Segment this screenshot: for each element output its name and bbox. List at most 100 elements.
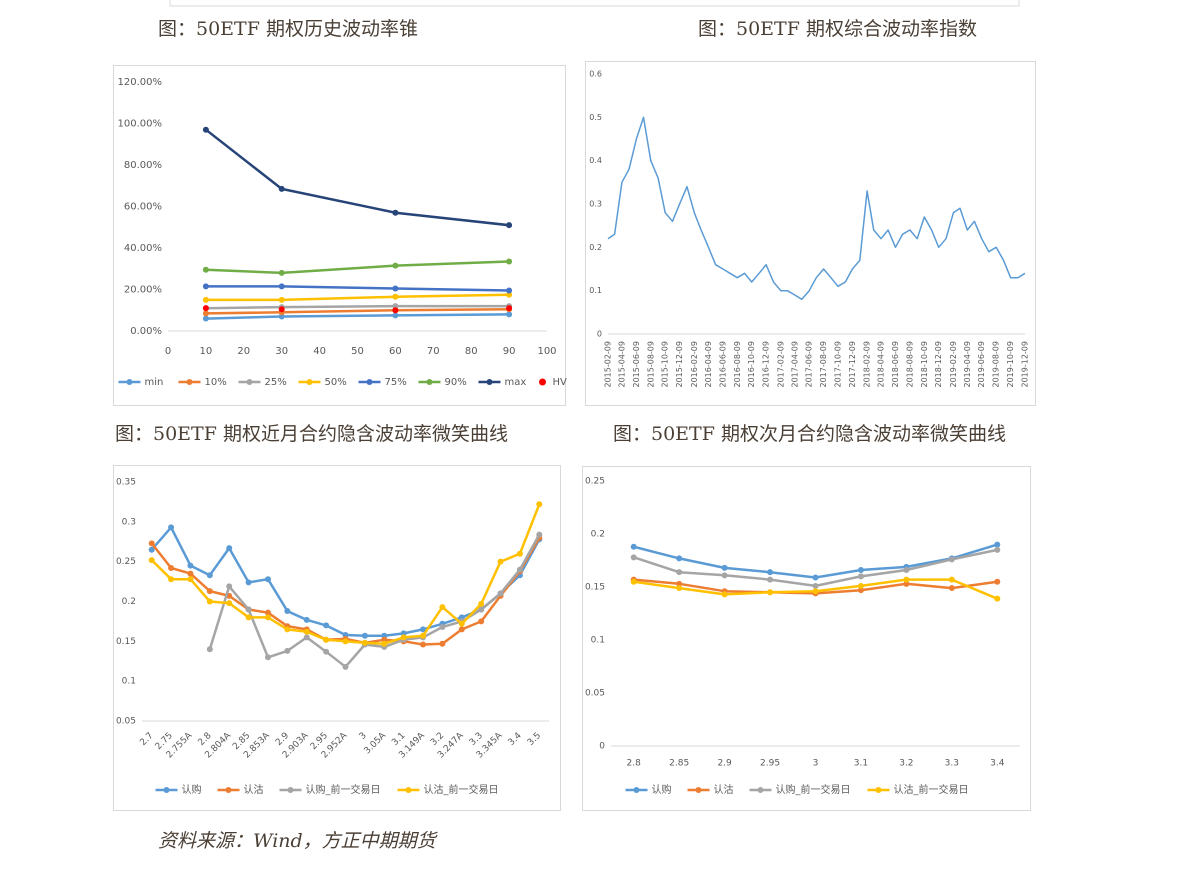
x-tick-label: 2015-04-09 bbox=[617, 341, 626, 388]
legend-marker bbox=[366, 379, 373, 385]
data-point bbox=[148, 557, 155, 564]
data-point bbox=[245, 606, 252, 613]
data-point bbox=[506, 222, 513, 229]
data-point bbox=[506, 305, 513, 312]
legend-marker bbox=[695, 787, 702, 793]
data-point bbox=[536, 501, 543, 508]
figure-caption: 图：50ETF 期权综合波动率指数 bbox=[698, 18, 977, 40]
x-tick-label: 2018-12-09 bbox=[934, 341, 943, 388]
y-tick-label: 0.35 bbox=[116, 478, 136, 488]
y-tick-label: 0.1 bbox=[591, 636, 605, 646]
x-tick-label: 2018-08-09 bbox=[905, 341, 914, 388]
data-point bbox=[857, 573, 864, 580]
y-tick-label: 0.2 bbox=[591, 530, 605, 540]
data-point bbox=[478, 606, 485, 613]
data-point bbox=[420, 626, 427, 633]
x-tick-label: 2018-04-09 bbox=[877, 341, 886, 388]
data-point bbox=[278, 283, 285, 290]
data-point bbox=[342, 663, 349, 670]
x-tick-label: 0 bbox=[165, 346, 171, 357]
legend-label: 认购_前一交易日 bbox=[776, 783, 851, 796]
x-tick-label: 2019-02-09 bbox=[949, 341, 958, 388]
x-tick-label: 20 bbox=[237, 346, 250, 357]
data-point bbox=[506, 258, 513, 265]
data-point bbox=[392, 307, 399, 314]
x-tick-label: 2017-06-09 bbox=[805, 341, 814, 388]
x-tick-label: 3 bbox=[813, 759, 819, 769]
data-point bbox=[812, 582, 819, 589]
legend-label: 10% bbox=[205, 377, 227, 388]
data-point bbox=[536, 531, 543, 538]
x-tick-label: 2017-08-09 bbox=[819, 341, 828, 388]
legend-label: HV bbox=[553, 377, 568, 388]
figure-caption: 图：50ETF 期权次月合约隐含波动率微笑曲线 bbox=[613, 423, 1006, 445]
data-point bbox=[767, 589, 774, 596]
data-point bbox=[994, 546, 1001, 553]
data-point bbox=[458, 620, 465, 627]
figure-caption: 图：50ETF 期权历史波动率锥 bbox=[158, 18, 418, 40]
legend-marker bbox=[875, 787, 882, 793]
data-point bbox=[323, 622, 330, 629]
legend-marker bbox=[225, 787, 232, 793]
x-tick-label: 2015-06-09 bbox=[632, 341, 641, 388]
legend-marker bbox=[126, 379, 133, 385]
data-point bbox=[948, 556, 955, 563]
data-point bbox=[903, 580, 910, 587]
data-point bbox=[264, 576, 271, 583]
data-point bbox=[392, 209, 399, 216]
series-line bbox=[205, 260, 510, 275]
data-point bbox=[478, 618, 485, 625]
data-point bbox=[202, 310, 209, 317]
data-point bbox=[439, 640, 446, 647]
data-point bbox=[303, 628, 310, 635]
x-tick-label: 2019-04-09 bbox=[963, 341, 972, 388]
data-point bbox=[148, 546, 155, 553]
x-tick-label: 2016-10-09 bbox=[747, 341, 756, 388]
data-point bbox=[226, 600, 233, 607]
data-point bbox=[630, 578, 637, 585]
data-point bbox=[721, 591, 728, 598]
data-point bbox=[168, 576, 175, 583]
data-point bbox=[278, 269, 285, 276]
x-tick-label: 2.95 bbox=[760, 759, 780, 769]
legend-label: 90% bbox=[445, 377, 467, 388]
data-point bbox=[392, 312, 399, 319]
legend-label: 认沽 bbox=[244, 783, 264, 796]
x-tick-label: 3.3 bbox=[945, 759, 959, 769]
data-point bbox=[812, 574, 819, 581]
data-point bbox=[420, 632, 427, 639]
series-line bbox=[205, 285, 510, 292]
y-tick-label: 120.00% bbox=[118, 77, 163, 88]
chart-frame bbox=[585, 61, 1036, 406]
data-point bbox=[278, 313, 285, 320]
data-point bbox=[202, 315, 209, 322]
y-tick-label: 0.2 bbox=[589, 243, 602, 252]
data-point bbox=[264, 654, 271, 661]
x-tick-label: 60 bbox=[389, 346, 402, 357]
data-point bbox=[264, 614, 271, 621]
y-tick-label: 0.5 bbox=[589, 113, 602, 122]
data-point bbox=[284, 626, 291, 633]
legend-marker bbox=[287, 787, 294, 793]
x-tick-label: 2015-08-09 bbox=[646, 341, 655, 388]
x-tick-label: 2015-02-09 bbox=[604, 341, 613, 388]
data-point bbox=[206, 598, 213, 605]
y-tick-label: 0.05 bbox=[116, 717, 136, 727]
data-point bbox=[516, 550, 523, 557]
data-point bbox=[767, 569, 774, 576]
data-point bbox=[303, 634, 310, 641]
x-tick-label: 2016-06-09 bbox=[718, 341, 727, 388]
data-point bbox=[303, 616, 310, 623]
x-tick-label: 2016-04-09 bbox=[704, 341, 713, 388]
data-point bbox=[202, 266, 209, 273]
legend-marker bbox=[486, 379, 493, 385]
data-point bbox=[342, 638, 349, 645]
x-tick-label: 90 bbox=[503, 346, 516, 357]
series-line bbox=[205, 307, 510, 315]
y-tick-label: 0.05 bbox=[585, 689, 605, 699]
series-line bbox=[205, 293, 510, 302]
x-tick-label: 3.4 bbox=[990, 759, 1005, 769]
data-point bbox=[721, 564, 728, 571]
y-tick-label: 0.15 bbox=[585, 583, 605, 593]
x-tick-label: 70 bbox=[427, 346, 440, 357]
